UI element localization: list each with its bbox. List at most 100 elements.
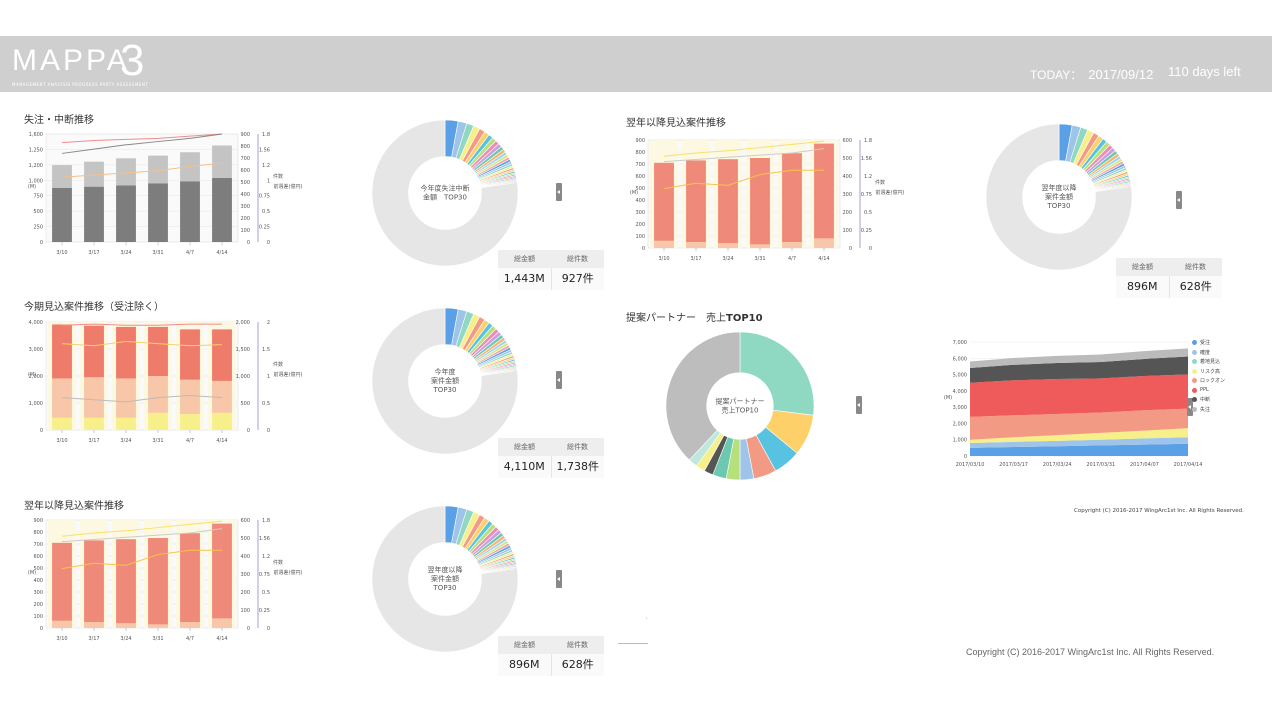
x-tick-label: 3/24	[120, 250, 131, 256]
legend-item[interactable]: 受注	[1192, 338, 1225, 348]
y-tick-label: 7,000	[953, 340, 967, 346]
legend-label: 中断	[1200, 397, 1211, 404]
lost-kpi-count: 927件	[561, 272, 594, 285]
y2-tick-label: 600	[240, 168, 250, 174]
donut-slice	[665, 331, 741, 461]
y-tick-label: 900	[33, 518, 43, 524]
trend-line	[61, 133, 223, 144]
y-tick-label: 600	[635, 174, 645, 180]
y-unit-label: (M)	[630, 190, 638, 196]
y2-tick-label: 600	[842, 138, 852, 144]
y-tick-label: 250	[33, 225, 43, 231]
kpi-count-label: 総件数	[1185, 263, 1206, 271]
y2-tick-label: 100	[240, 608, 250, 614]
divider	[618, 643, 648, 644]
legend-swatch	[1192, 368, 1197, 374]
bar	[52, 324, 72, 379]
y3-tick-label: 0.5	[262, 401, 270, 407]
legend-item[interactable]: PPL	[1192, 386, 1225, 396]
area-layer	[970, 437, 1188, 448]
next-right-panel-toggle[interactable]	[1176, 191, 1182, 209]
y3-tick-label: 0.5	[262, 209, 270, 215]
legend-item[interactable]: 中断	[1192, 395, 1225, 405]
y3-tick-label: 1.56	[861, 156, 872, 162]
bar	[782, 242, 802, 248]
y-tick-label: 400	[33, 578, 43, 584]
y2-tick-label: 400	[240, 192, 250, 198]
x-tick-label: 2017/03/10	[956, 462, 985, 468]
bar	[718, 159, 738, 244]
y-tick-label: 0	[40, 428, 43, 434]
y3-tick-label: 1.5	[262, 347, 270, 353]
y3-tick-label: 0.5	[262, 590, 270, 596]
kpi-count-label: 総件数	[567, 443, 588, 451]
y3-tick-label: 1.8	[262, 518, 270, 524]
area-panel-toggle[interactable]	[1187, 398, 1193, 416]
donut-center-label: 金額 TOP30	[423, 193, 467, 202]
x-tick-label: 4/7	[186, 636, 194, 642]
app-logo[interactable]: MAPPA 3 MANAGEMENT ANALYSIS PROGRESS PAR…	[12, 36, 148, 87]
x-tick-label: 2017/03/17	[999, 462, 1028, 468]
y-tick-label: 5,000	[953, 373, 967, 379]
x-tick-label: 4/14	[818, 256, 829, 262]
bar	[84, 540, 104, 622]
y-tick-label: 0	[964, 454, 967, 460]
legend-item[interactable]: ロックオン	[1192, 376, 1225, 386]
y3-unit-label: 前週差(億円)	[274, 371, 303, 378]
y3-tick-label: 1.56	[259, 147, 270, 153]
bar	[212, 380, 232, 413]
y-tick-label: 3,000	[953, 405, 967, 411]
bar	[52, 165, 72, 188]
legend-item[interactable]: リスク高	[1192, 367, 1225, 377]
y-tick-label: 800	[635, 150, 645, 156]
donut-center-label: 案件金額	[431, 376, 459, 385]
current-panel-title: 今期見込案件推移（受注除く）	[24, 302, 164, 313]
y-tick-label: 700	[33, 542, 43, 548]
lost-panel-toggle[interactable]	[556, 183, 562, 201]
y3-tick-label: 0	[267, 626, 270, 632]
y2-unit-label: 件数	[875, 179, 885, 186]
y-tick-label: 500	[635, 186, 645, 192]
y3-tick-label: 0	[869, 246, 872, 252]
legend-item[interactable]: 着地見込	[1192, 357, 1225, 367]
next-right-kpi-box: 総金額 総件数 896M 628件	[1116, 258, 1222, 298]
legend-item[interactable]: 失注	[1192, 405, 1225, 415]
donut-slice	[371, 307, 519, 455]
y-tick-label: 200	[33, 602, 43, 608]
area-layer	[970, 356, 1188, 383]
y-tick-label: 400	[635, 198, 645, 204]
current-panel-toggle[interactable]	[556, 371, 562, 389]
bar	[180, 414, 200, 430]
bar	[52, 417, 72, 430]
next-right-kpi-count: 628件	[1179, 280, 1212, 293]
partner-title-prefix: 提案パートナー 売上	[626, 313, 726, 324]
bar	[718, 243, 738, 248]
y2-tick-label: 300	[240, 204, 250, 210]
current-trend-chart: 4,000 3,000 2,000 1,000 0 2,000 1,500 1,000 500 0…	[28, 320, 303, 444]
trend-line	[663, 148, 825, 163]
lost-kpi-amount: 1,443M	[498, 268, 552, 290]
next-left-panel-toggle[interactable]	[556, 570, 562, 588]
legend-item[interactable]: 確度	[1192, 348, 1225, 358]
y3-tick-label: 1.2	[262, 554, 270, 560]
lost-kpi-box: 総金額 総件数 1,443M 927件	[498, 250, 604, 290]
kpi-count-label: 総件数	[567, 641, 588, 649]
y2-tick-label: 0	[849, 246, 852, 252]
y-tick-label: 1,600	[29, 132, 43, 138]
y-tick-label: 1,000	[953, 438, 967, 444]
current-kpi-box: 総金額 総件数 4,110M 1,738件	[498, 438, 604, 478]
partner-panel-toggle[interactable]	[856, 396, 862, 414]
y2-tick-label: 200	[842, 210, 852, 216]
current-kpi-count: 1,738件	[556, 460, 600, 473]
bar	[750, 244, 770, 248]
copyright-small: Copyright (C) 2016-2017 WingArc1st Inc. …	[1074, 508, 1244, 514]
legend-label: リスク高	[1200, 368, 1221, 375]
y2-tick-label: 300	[240, 572, 250, 578]
partner-panel-title: 提案パートナー 売上TOP10	[626, 309, 763, 324]
bar	[654, 162, 674, 241]
